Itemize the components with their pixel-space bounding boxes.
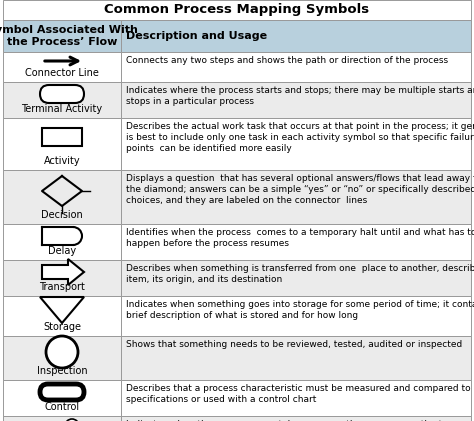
Bar <box>121 20 471 52</box>
Bar <box>121 336 471 380</box>
Text: Delay: Delay <box>48 246 76 256</box>
Bar <box>3 20 121 52</box>
Text: Control: Control <box>45 402 80 412</box>
Text: Common Process Mapping Symbols: Common Process Mapping Symbols <box>104 3 370 16</box>
Text: Shows that something needs to be reviewed, tested, audited or inspected: Shows that something needs to be reviewe… <box>126 340 462 349</box>
Text: Connects any two steps and shows the path or direction of the process: Connects any two steps and shows the pat… <box>126 56 448 65</box>
Text: Inspection: Inspection <box>36 366 87 376</box>
Bar <box>121 416 471 421</box>
Bar <box>3 380 121 416</box>
Text: Displays a question  that has several optional answers/flows that lead away from: Displays a question that has several opt… <box>126 174 474 205</box>
Bar <box>42 128 82 146</box>
Text: Indicates when the process  map takes up more than one  page; the two connectors: Indicates when the process map takes up … <box>126 420 474 421</box>
Circle shape <box>46 336 78 368</box>
Text: Describes when something is transferred from one  place to another, describing t: Describes when something is transferred … <box>126 264 474 284</box>
Text: Transport: Transport <box>39 282 85 292</box>
Bar <box>3 224 121 260</box>
Text: Identifies when the process  comes to a temporary halt until and what has to
hap: Identifies when the process comes to a t… <box>126 228 474 248</box>
FancyBboxPatch shape <box>40 384 84 400</box>
Bar <box>121 118 471 170</box>
Bar <box>3 296 121 336</box>
Bar <box>3 52 121 82</box>
Bar <box>3 336 121 380</box>
FancyBboxPatch shape <box>40 85 84 103</box>
Bar <box>121 224 471 260</box>
Circle shape <box>65 419 79 421</box>
Text: Storage: Storage <box>43 322 81 332</box>
Text: Symbol Associated With
the Process’ Flow: Symbol Associated With the Process’ Flow <box>0 25 137 47</box>
Bar <box>121 260 471 296</box>
Text: Connector Line: Connector Line <box>25 68 99 78</box>
Bar <box>121 170 471 224</box>
Bar <box>121 82 471 118</box>
Text: Decision: Decision <box>41 210 83 220</box>
Bar <box>121 296 471 336</box>
Text: Describes the actual work task that occurs at that point in the process; it gene: Describes the actual work task that occu… <box>126 122 474 153</box>
Text: Indicates where the process starts and stops; there may be multiple starts and/o: Indicates where the process starts and s… <box>126 86 474 106</box>
Text: Terminal Activity: Terminal Activity <box>21 104 102 114</box>
Bar <box>121 380 471 416</box>
Bar <box>3 170 121 224</box>
Bar <box>3 260 121 296</box>
Bar <box>3 82 121 118</box>
Text: Describes that a process characteristic must be measured and compared to
specifi: Describes that a process characteristic … <box>126 384 471 404</box>
Polygon shape <box>40 297 84 323</box>
Text: Indicates when something goes into storage for some period of time; it contains : Indicates when something goes into stora… <box>126 300 474 320</box>
Text: Description and Usage: Description and Usage <box>126 31 267 41</box>
Bar <box>3 118 121 170</box>
Bar <box>3 416 121 421</box>
Bar <box>42 227 73 245</box>
Bar <box>3 0 471 20</box>
Polygon shape <box>42 259 84 285</box>
Bar <box>121 52 471 82</box>
Text: Activity: Activity <box>44 156 80 166</box>
